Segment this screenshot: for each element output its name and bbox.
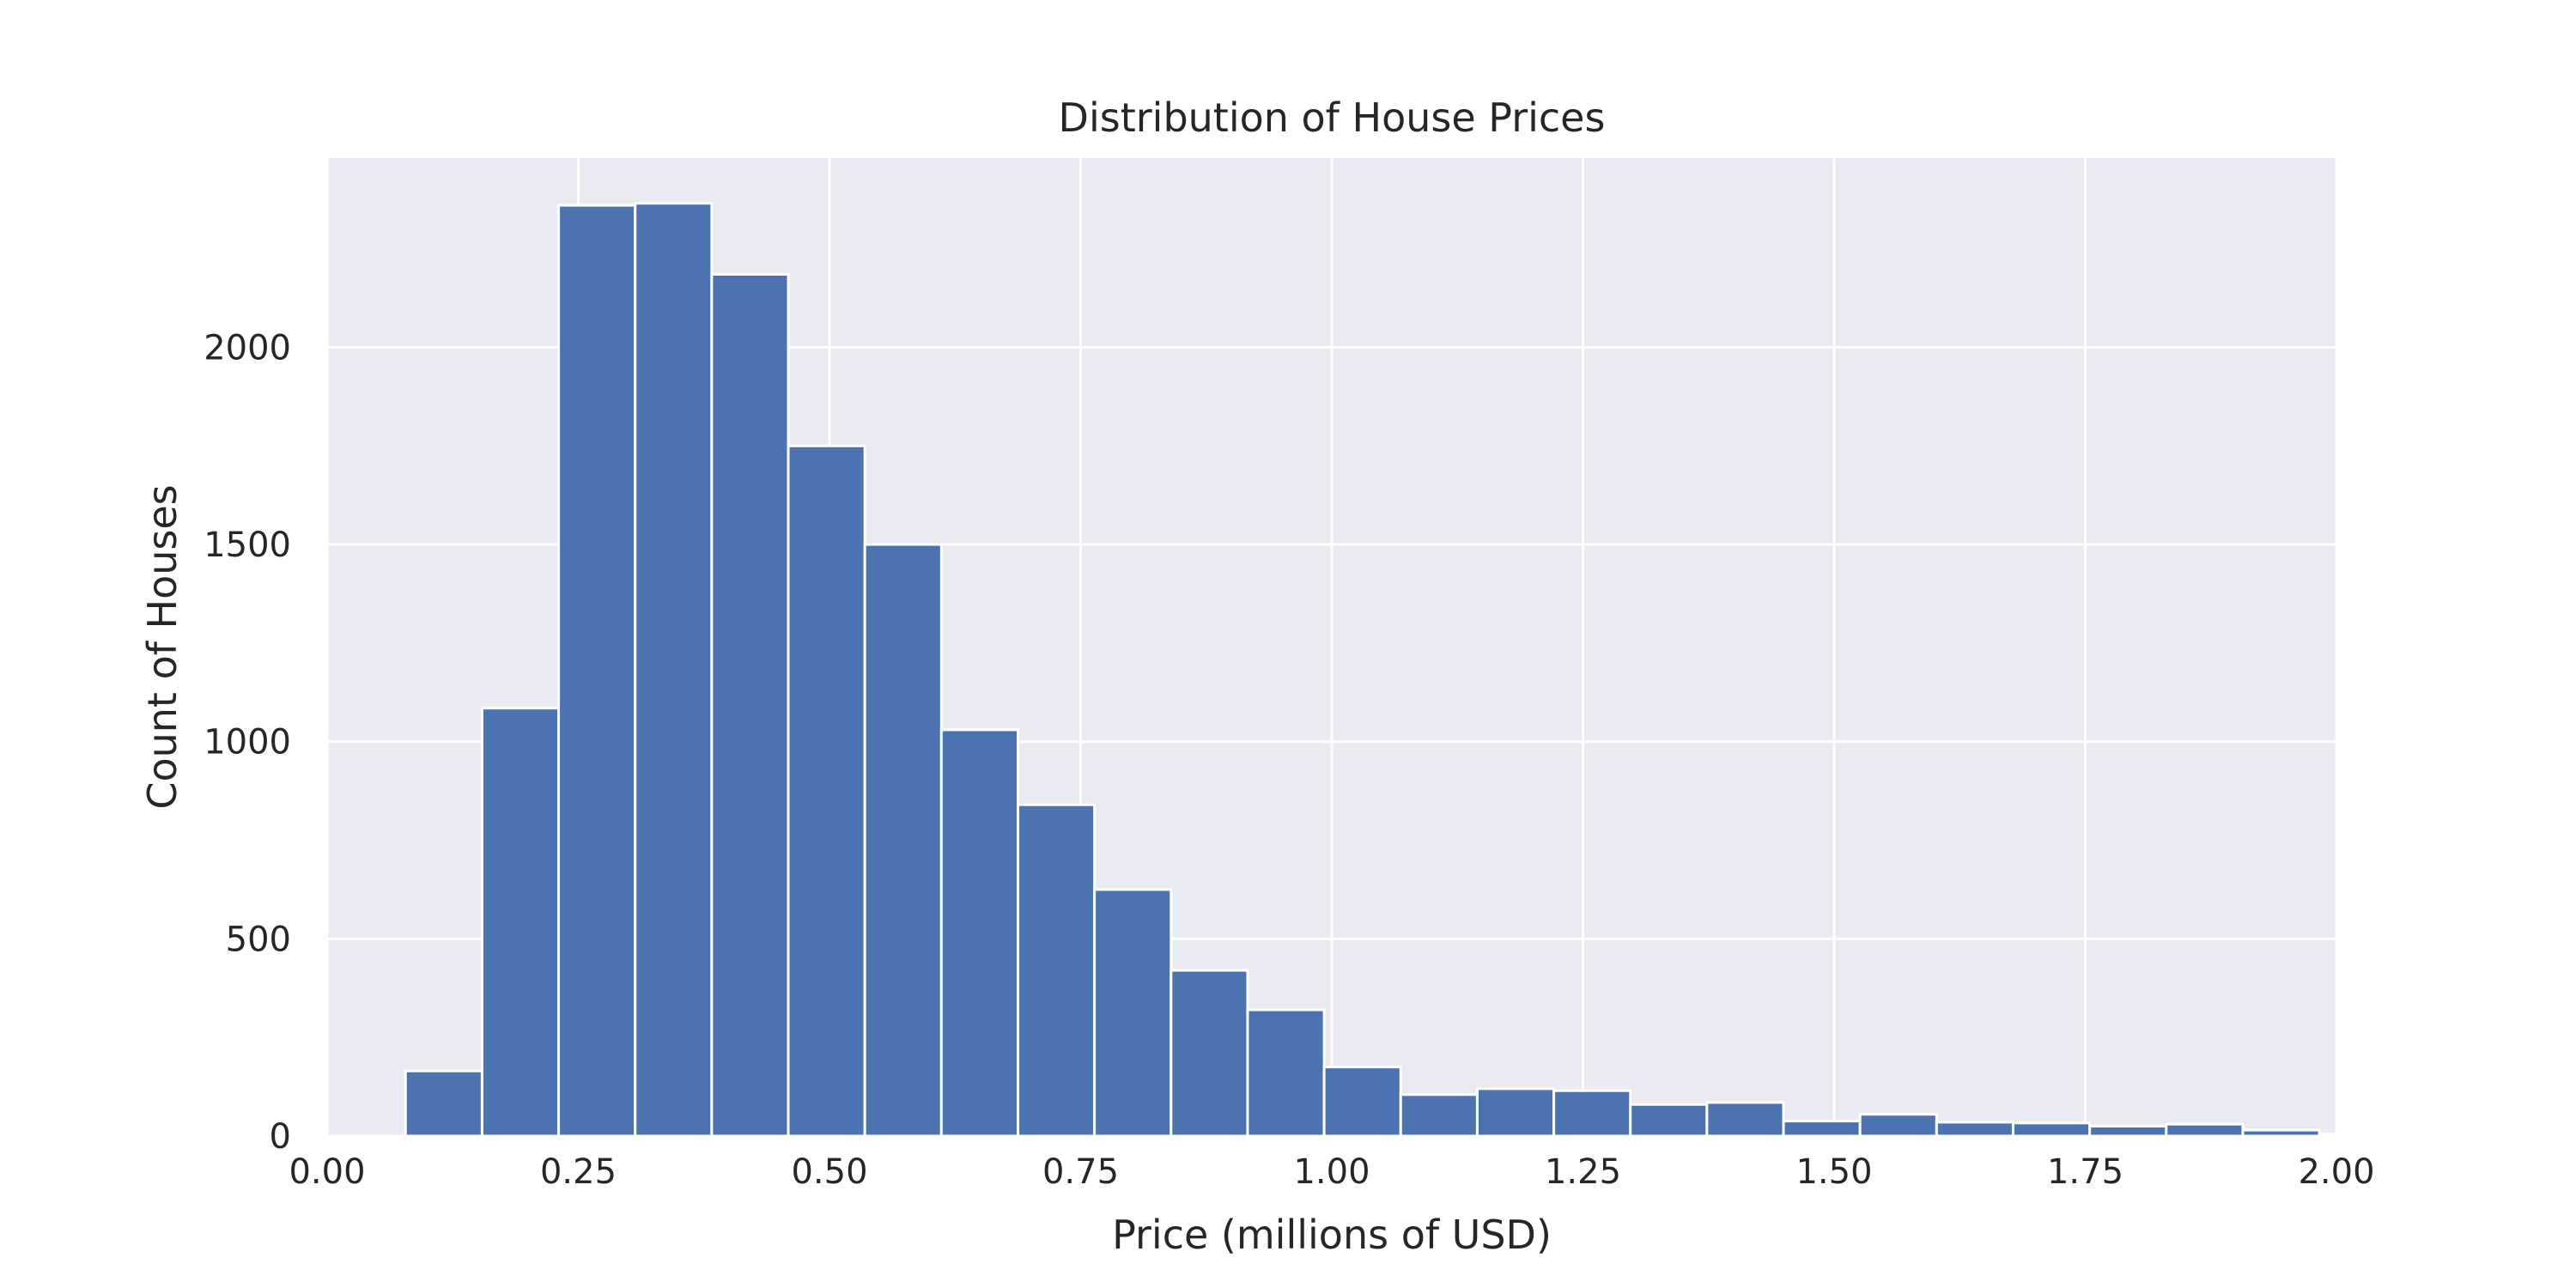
y-tick-label: 2000 — [204, 328, 291, 368]
x-tick-label: 1.00 — [1293, 1152, 1370, 1192]
histogram-bar — [480, 707, 561, 1136]
histogram-bar — [1858, 1113, 1938, 1136]
histogram-bar — [2165, 1122, 2245, 1136]
histogram-bar — [1475, 1087, 1556, 1136]
x-tick-label: 1.75 — [2047, 1152, 2123, 1192]
histogram-bar — [2241, 1128, 2321, 1136]
chart-title: Distribution of House Prices — [1059, 94, 1606, 141]
histogram-bar — [787, 444, 866, 1136]
histogram-bar — [1935, 1121, 2014, 1136]
x-axis-label: Price (millions of USD) — [1112, 1212, 1552, 1258]
x-tick-label: 0.00 — [289, 1152, 365, 1192]
histogram-bar — [1016, 803, 1097, 1136]
histogram-bar — [2318, 1133, 2336, 1136]
histogram-bar — [1322, 1066, 1402, 1136]
histogram-bar — [1705, 1101, 1785, 1136]
histogram-bar — [557, 204, 637, 1136]
histogram-bar — [1170, 969, 1249, 1136]
histogram-bar — [939, 728, 1019, 1136]
y-tick-label: 1500 — [204, 526, 291, 565]
y-tick-label: 500 — [226, 920, 291, 959]
x-tick-label: 0.50 — [791, 1152, 867, 1192]
x-tick-label: 0.75 — [1042, 1152, 1119, 1192]
histogram-bar — [2088, 1125, 2168, 1136]
y-tick-label: 0 — [270, 1117, 291, 1157]
x-tick-label: 1.25 — [1545, 1152, 1621, 1192]
histogram-bar — [710, 272, 790, 1136]
histogram-bar — [1782, 1120, 1862, 1136]
histogram-bar — [404, 1069, 483, 1136]
x-tick-label: 1.50 — [1795, 1152, 1872, 1192]
x-tick-labels: 0.00 0.25 0.50 0.75 1.00 1.25 1.50 1.75 2.00 — [289, 1152, 2374, 1192]
y-tick-label: 1000 — [204, 723, 291, 762]
histogram-bar — [863, 543, 943, 1136]
x-tick-label: 0.25 — [540, 1152, 617, 1192]
histogram-bar — [1629, 1103, 1709, 1136]
histogram-bar — [634, 202, 714, 1136]
histogram-bar — [1552, 1089, 1632, 1136]
y-axis-label: Count of Houses — [139, 484, 185, 809]
y-tick-labels: 0 500 1000 1500 2000 — [204, 328, 291, 1157]
histogram-bar — [1093, 888, 1173, 1136]
histogram-bar — [1246, 1008, 1326, 1136]
histogram-bar — [1399, 1093, 1479, 1136]
x-tick-label: 2.00 — [2298, 1152, 2374, 1192]
histogram-bar — [2011, 1121, 2092, 1136]
bars — [404, 202, 2336, 1136]
